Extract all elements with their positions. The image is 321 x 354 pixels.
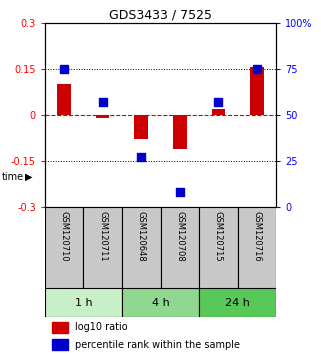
Text: GSM120710: GSM120710 [60,211,69,262]
Text: GSM120708: GSM120708 [175,211,184,262]
Text: ▶: ▶ [25,172,32,182]
Text: GSM120716: GSM120716 [252,211,261,262]
Bar [52,322,68,333]
Bar [134,115,148,139]
Bar [122,207,160,288]
Bar [250,68,264,115]
Point [62,66,67,72]
Point [139,154,144,160]
Bar [57,84,71,115]
Point [100,99,105,105]
Bar [212,109,225,115]
Text: GSM120715: GSM120715 [214,211,223,262]
Text: percentile rank within the sample: percentile rank within the sample [75,340,240,350]
Bar [199,207,238,288]
Point [254,66,259,72]
Title: GDS3433 / 7525: GDS3433 / 7525 [109,9,212,22]
Bar [160,207,199,288]
Text: 1 h: 1 h [75,297,92,308]
Text: log10 ratio: log10 ratio [75,322,128,332]
Bar [122,288,199,317]
Text: 4 h: 4 h [152,297,169,308]
Point [177,189,182,195]
Text: GSM120648: GSM120648 [137,211,146,262]
Bar [173,115,187,149]
Text: time: time [2,172,24,182]
Point [216,99,221,105]
Text: 24 h: 24 h [225,297,250,308]
Bar [45,288,122,317]
Bar [45,207,83,288]
Bar [238,207,276,288]
Bar [96,115,109,118]
Bar [52,339,68,350]
Text: GSM120711: GSM120711 [98,211,107,262]
Bar [83,207,122,288]
Bar [199,288,276,317]
